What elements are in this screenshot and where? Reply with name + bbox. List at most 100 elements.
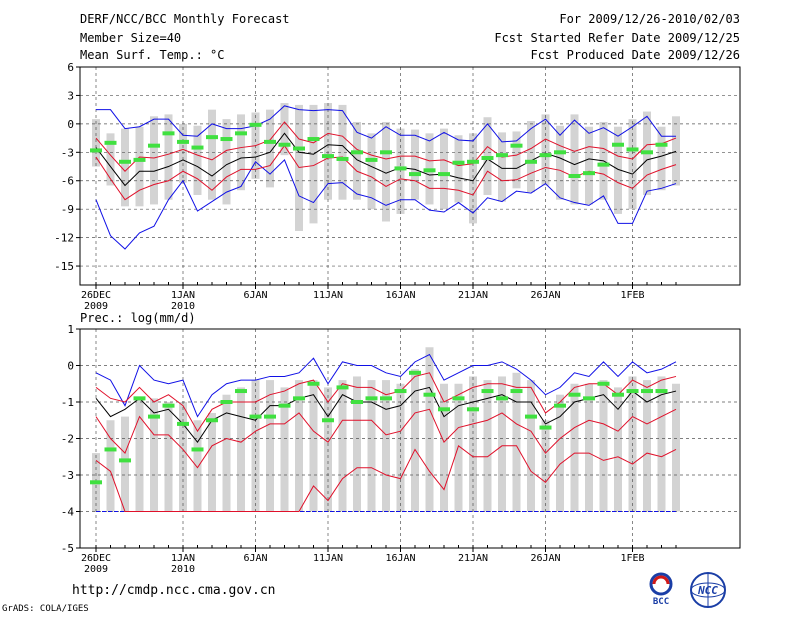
temp-y-tick-label: -6 bbox=[61, 175, 74, 188]
temp-box bbox=[382, 121, 390, 222]
prec-obs-mark bbox=[452, 396, 465, 401]
prec-obs-mark bbox=[104, 447, 117, 452]
prec-box bbox=[309, 380, 318, 512]
temp-obs-mark bbox=[249, 122, 262, 127]
prec-y-tick-label: 1 bbox=[67, 323, 74, 336]
temp-obs-mark bbox=[394, 166, 407, 171]
prec-obs-mark bbox=[467, 407, 479, 412]
temp-obs-mark bbox=[481, 155, 494, 160]
temp-y-tick-label: -12 bbox=[54, 232, 74, 245]
temp-obs-mark bbox=[409, 172, 421, 177]
prec-obs-mark bbox=[409, 370, 421, 375]
prec-box bbox=[135, 398, 144, 512]
temp-y-tick-label: -3 bbox=[61, 146, 74, 159]
prec-x-tick-label: 26JAN bbox=[530, 553, 560, 564]
ncc-logo-text: NCC bbox=[697, 584, 718, 597]
temp-x-tick-label: 16JAN bbox=[385, 290, 415, 301]
prec-obs-mark bbox=[351, 400, 363, 404]
temp-box bbox=[440, 128, 448, 210]
prec-x-tick-label: 16JAN bbox=[385, 553, 415, 564]
temp-obs-mark bbox=[351, 150, 363, 155]
temp-x-tick-label: 1JAN bbox=[171, 290, 195, 301]
temp-obs-mark bbox=[539, 153, 552, 158]
prec-obs-mark bbox=[583, 396, 595, 401]
prec-y-tick-label: -4 bbox=[61, 506, 75, 519]
prec-box bbox=[512, 372, 521, 512]
prec-box bbox=[150, 398, 158, 512]
prec-obs-mark bbox=[597, 381, 610, 386]
temp-box bbox=[672, 116, 680, 186]
forecast-title: DERF/NCC/BCC Monthly Forecast bbox=[80, 12, 290, 26]
temp-box bbox=[570, 114, 579, 205]
temp-box bbox=[411, 129, 419, 200]
prec-box bbox=[599, 380, 608, 512]
temp-box bbox=[208, 109, 216, 200]
temperature-variable-label: Mean Surf. Temp.: °C bbox=[80, 48, 225, 62]
prec-box bbox=[237, 387, 245, 512]
prec-obs-mark bbox=[655, 389, 668, 394]
prec-x-tick-label: 26DEC bbox=[81, 553, 111, 564]
prec-box bbox=[440, 383, 448, 512]
temp-frame bbox=[79, 66, 741, 286]
prec-x-tick-year: 2009 bbox=[84, 564, 108, 575]
prec-obs-mark bbox=[510, 389, 523, 394]
prec-median-line bbox=[95, 386, 677, 444]
prec-box bbox=[672, 383, 680, 512]
temp-box bbox=[222, 119, 231, 205]
temp-obs-mark bbox=[104, 140, 117, 145]
temp-box bbox=[367, 133, 376, 210]
prec-obs-mark bbox=[380, 396, 392, 401]
prec-box bbox=[382, 380, 390, 512]
prec-obs-mark bbox=[90, 480, 102, 485]
prec-box bbox=[266, 380, 274, 512]
temp-box bbox=[657, 126, 666, 191]
prec-obs-mark bbox=[481, 389, 494, 394]
prec-obs-mark bbox=[162, 403, 175, 408]
temp-x-tick-label: 26DEC bbox=[81, 290, 111, 301]
temp-x-tick-label: 21JAN bbox=[458, 290, 488, 301]
temp-obs-mark bbox=[235, 131, 247, 136]
temp-obs-mark bbox=[365, 157, 378, 162]
temp-max-line bbox=[96, 105, 676, 143]
prec-box bbox=[527, 380, 535, 512]
prec-obs-mark bbox=[612, 392, 624, 397]
temp-min-line bbox=[95, 159, 677, 250]
temp-x-tick-label: 11JAN bbox=[313, 290, 343, 301]
temp-obs-mark bbox=[380, 150, 392, 155]
prec-obs-mark bbox=[641, 389, 653, 394]
temp-obs-mark bbox=[119, 159, 131, 164]
temp-box bbox=[353, 121, 361, 200]
temp-obs-mark bbox=[452, 160, 465, 165]
temp-obs-mark bbox=[133, 157, 146, 162]
prec-upper-quartile-line bbox=[95, 372, 677, 433]
temp-y-tick-label: -15 bbox=[54, 260, 74, 273]
produced-date-label: Fcst Produced Date 2009/12/26 bbox=[530, 48, 740, 62]
prec-x-tick-label: 6JAN bbox=[243, 553, 267, 564]
temp-box bbox=[280, 103, 289, 156]
prec-box bbox=[556, 394, 564, 512]
prec-y-tick-label: -1 bbox=[61, 396, 74, 409]
temp-obs-mark bbox=[177, 139, 189, 144]
temp-obs-mark bbox=[626, 147, 639, 152]
prec-box bbox=[541, 420, 550, 512]
prec-y-tick-label: -5 bbox=[61, 542, 74, 555]
prec-box bbox=[657, 376, 666, 512]
temp-obs-mark bbox=[206, 135, 218, 140]
temp-box bbox=[106, 133, 115, 186]
prec-obs-mark bbox=[220, 400, 233, 404]
temp-obs-mark bbox=[612, 142, 624, 147]
temp-obs-mark bbox=[191, 145, 204, 150]
temp-box bbox=[614, 126, 622, 214]
temp-box bbox=[150, 116, 158, 205]
prec-box bbox=[425, 347, 434, 512]
temp-box bbox=[454, 135, 463, 203]
prec-box bbox=[454, 383, 463, 512]
temp-box bbox=[121, 128, 129, 207]
temp-box bbox=[309, 104, 318, 224]
temp-x-tick-year: 2009 bbox=[84, 301, 108, 312]
prec-obs-mark bbox=[525, 414, 537, 419]
prec-max-line bbox=[95, 353, 677, 418]
prec-box bbox=[614, 387, 622, 512]
website-url[interactable]: http://cmdp.ncc.cma.gov.cn bbox=[72, 583, 276, 598]
temp-box bbox=[556, 125, 564, 200]
